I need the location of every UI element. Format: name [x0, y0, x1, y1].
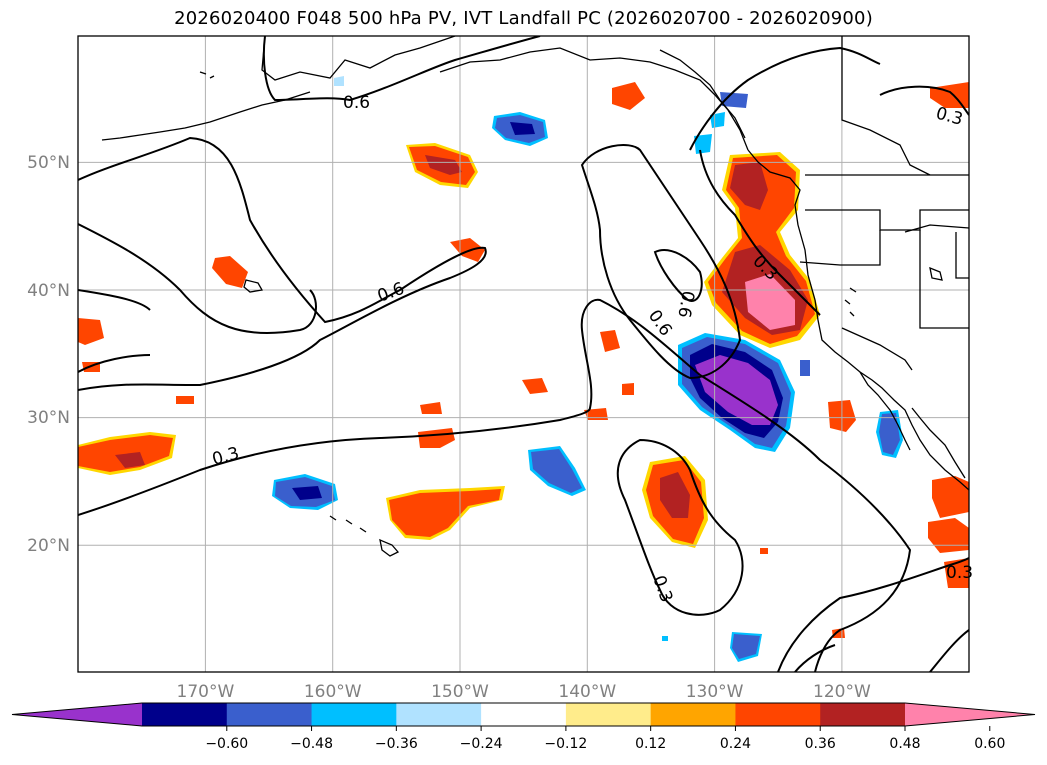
colorbar-tick-label: −0.12: [544, 736, 587, 752]
contour-label: 0.6: [644, 306, 676, 340]
colorbar: −0.60 −0.48 −0.36 −0.24 −0.12 0.12 0.24 0.36 0.4…: [11, 702, 1036, 752]
colorbar-tick-label: 0.48: [889, 736, 920, 752]
lat-tick-label: 30°N: [27, 408, 70, 428]
colorbar-segment: [311, 703, 397, 726]
colorbar-tick-label: −0.24: [460, 736, 503, 752]
colorbar-tick-label: 0.12: [635, 736, 666, 752]
positive-blob-coast: [704, 152, 820, 348]
contour-label-edge: 0.3: [946, 563, 973, 583]
lon-tick-label: 140°W: [558, 682, 616, 702]
colorbar-segment: [650, 703, 736, 726]
colorbar-tick-label: −0.36: [375, 736, 418, 752]
colorbar-outline: [11, 702, 1036, 727]
lon-tick-label: 150°W: [431, 682, 489, 702]
colorbar-tick-label: 0.60: [974, 736, 1005, 752]
lon-tick-label: 130°W: [686, 682, 744, 702]
positive-blob-subtropic: [642, 456, 708, 548]
colorbar-segment: [820, 703, 906, 726]
contour-label: 0.3: [210, 444, 241, 470]
colorbar-segment: [226, 703, 313, 726]
colorbar-segment: [565, 703, 652, 726]
lon-tick-labels: 170°W 160°W 150°W 140°W 130°W 120°W: [177, 682, 871, 702]
contour-label: 0.6: [343, 93, 370, 113]
lat-tick-label: 20°N: [27, 536, 70, 556]
colorbar-tick-label: 0.36: [805, 736, 836, 752]
lat-tick-labels: 50°N 40°N 30°N 20°N: [27, 153, 70, 556]
coastlines: [101, 36, 969, 557]
positive-blobs-misc: [78, 82, 969, 638]
colorbar-segment: [735, 703, 821, 726]
contour-label: 0.6: [375, 279, 407, 307]
contour-label: 0.3: [648, 573, 676, 605]
lon-tick-label: 120°W: [813, 682, 871, 702]
contour-label-rotated: 0.6: [673, 289, 697, 319]
colorbar-tick-label: −0.60: [205, 736, 248, 752]
negative-blobs-misc: [272, 76, 903, 662]
colorbar-extend-max: [905, 703, 1035, 726]
pv-contours: [78, 36, 969, 672]
pv-shading: [78, 76, 969, 662]
lon-tick-label: 170°W: [177, 682, 235, 702]
lat-tick-label: 50°N: [27, 153, 70, 173]
colorbar-segment: [481, 703, 567, 726]
plot-title: 2026020400 F048 500 hPa PV, IVT Landfall…: [174, 8, 873, 29]
colorbar-tick-label: −0.48: [290, 736, 333, 752]
colorbar-segment: [396, 703, 482, 726]
lon-tick-label: 160°W: [304, 682, 362, 702]
map-frame: [77, 35, 970, 673]
colorbar-segment: [142, 703, 228, 726]
colorbar-extend-min: [12, 703, 142, 726]
colorbar-tick-label: 0.24: [720, 736, 751, 752]
negative-blob-california: [678, 333, 795, 452]
lat-tick-label: 40°N: [27, 281, 70, 301]
